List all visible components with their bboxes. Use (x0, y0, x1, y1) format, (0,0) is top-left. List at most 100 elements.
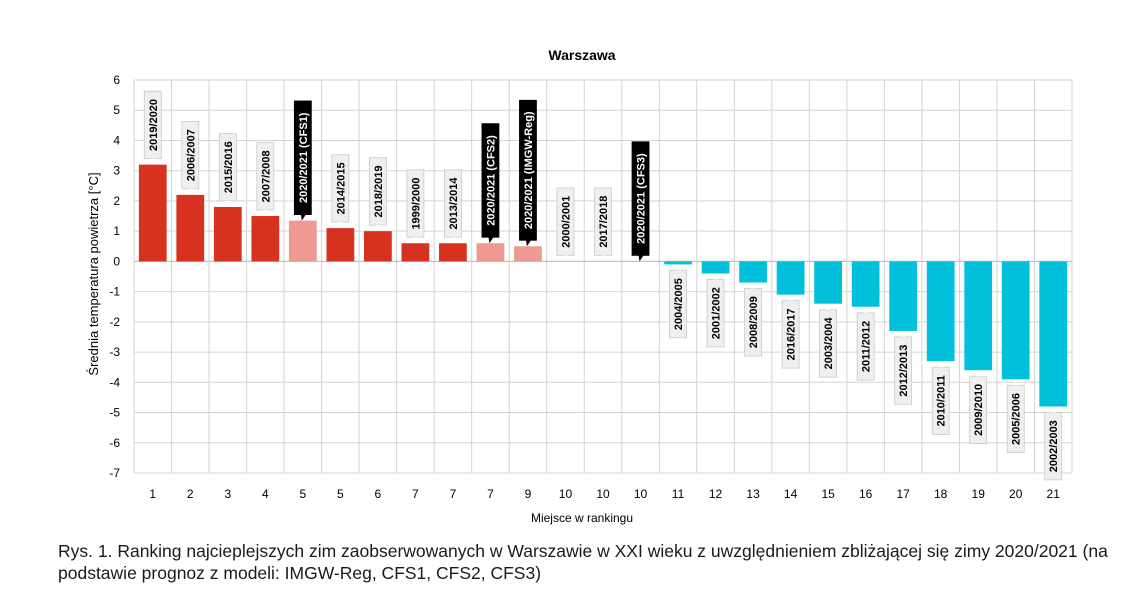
x-tick-label: 15 (821, 487, 835, 501)
bar-label-text: 2019/2020 (148, 99, 160, 151)
bar-label: 2017/2018 (594, 187, 612, 262)
bar (326, 228, 355, 262)
bar-label: 2003/2004 (819, 303, 838, 378)
x-axis-ticks: 1 2 3 4 5 5 6 7 7 7 9 10 10 10 11 12 13 14 15 16 17 18 19 20 21 (149, 487, 1060, 501)
bar-label-text: 2020/2021 (CFS3) (636, 153, 648, 244)
bar (176, 194, 205, 262)
bar (363, 231, 392, 262)
bar (664, 261, 692, 265)
bar (701, 261, 730, 274)
x-tick-label: 10 (634, 487, 648, 501)
bar (476, 243, 505, 262)
x-tick-label: 6 (375, 487, 382, 501)
x-tick-label: 3 (224, 487, 231, 501)
bar-label: 2007/2008 (256, 142, 275, 217)
bar-label-pointer (1013, 379, 1019, 386)
bar (288, 220, 317, 262)
bar-label: 2020/2021 (CFS1) (293, 100, 312, 221)
x-tick-label: 17 (896, 487, 910, 501)
bar-label: 2005/2006 (1006, 379, 1025, 454)
bar-label: 2002/2003 (1044, 406, 1063, 481)
bar-label-pointer (263, 210, 269, 217)
bar-label-pointer (450, 237, 456, 244)
bar-label-text: 2009/2010 (973, 384, 985, 436)
bar-label-text: 2018/2019 (373, 165, 385, 217)
bar-label-pointer (375, 225, 381, 232)
bar-label-text: 2016/2017 (786, 308, 798, 360)
y-tick-label: 3 (113, 164, 120, 178)
y-axis-ticks: 6 5 4 3 2 1 0 -1 -2 -3 -4 -5 -6 -7 (109, 73, 120, 480)
bar-label-text: 2012/2013 (898, 345, 910, 397)
y-tick-label: 4 (113, 133, 120, 147)
bar-label-pointer (413, 237, 419, 244)
bar-label: 2020/2021 (IMGW-Reg) (519, 99, 537, 247)
x-tick-label: 5 (337, 487, 344, 501)
y-tick-label: -1 (109, 285, 120, 299)
bar-label-pointer (188, 188, 194, 195)
bar (851, 261, 880, 307)
bar-label-pointer (1051, 406, 1057, 413)
bar-label-pointer (976, 370, 982, 377)
y-tick-label: 2 (113, 194, 120, 208)
bar-label-pointer (713, 273, 719, 280)
bar-label-text: 2007/2008 (260, 150, 272, 202)
bar-label: 2020/2021 (CFS2) (481, 123, 500, 244)
x-tick-label: 16 (859, 487, 873, 501)
x-tick-label: 18 (934, 487, 948, 501)
x-tick-label: 12 (709, 487, 723, 501)
bar-label: 2020/2021 (CFS3) (631, 141, 650, 262)
bar-label-pointer (601, 255, 606, 262)
bar-label-pointer (938, 361, 944, 368)
bar (926, 261, 955, 362)
bar-label-text: 2008/2009 (748, 296, 760, 348)
bar-label-pointer (676, 264, 682, 271)
bar-label: 2013/2014 (444, 169, 462, 244)
bar-label-text: 2005/2006 (1011, 393, 1023, 445)
bar (739, 261, 767, 283)
bar (439, 243, 467, 262)
x-tick-label: 10 (559, 487, 573, 501)
bar-label-pointer (300, 214, 306, 221)
bar-label: 2014/2015 (331, 154, 350, 229)
bar-label-pointer (488, 237, 494, 244)
bar (1039, 261, 1068, 407)
bar-label-pointer (788, 294, 794, 301)
bar (514, 246, 542, 262)
y-tick-label: -6 (109, 436, 120, 450)
bar-label-pointer (150, 158, 156, 165)
bar-label-text: 2011/2012 (861, 321, 873, 372)
y-tick-label: -2 (109, 315, 120, 329)
x-tick-label: 4 (262, 487, 269, 501)
bar (1001, 261, 1030, 380)
y-tick-label: 1 (113, 224, 120, 238)
bar-label-pointer (563, 255, 569, 262)
bar-label-text: 2002/2003 (1048, 420, 1060, 472)
bar-label-text: 2017/2018 (598, 196, 610, 248)
x-tick-label: 11 (672, 487, 685, 501)
bar-label-text: 2013/2014 (448, 177, 460, 230)
x-tick-label: 9 (525, 487, 532, 501)
bar-label: 2010/2011 (931, 361, 950, 435)
y-axis-label: Średnia temperatura powietrza [°C] (86, 172, 101, 375)
bar (889, 261, 918, 331)
bar-label-text: 2015/2016 (223, 141, 235, 193)
bar-label-pointer (525, 240, 531, 247)
bar (251, 216, 280, 262)
bar-label: 2012/2013 (894, 330, 913, 405)
y-tick-label: 6 (113, 73, 120, 87)
bar (213, 206, 242, 262)
x-tick-label: 7 (487, 487, 494, 501)
bar-label-pointer (863, 306, 869, 313)
x-tick-label: 10 (596, 487, 610, 501)
bar-label-text: 2020/2021 (CFS1) (298, 112, 310, 203)
bar-label: 2004/2005 (669, 264, 687, 339)
bar-label-pointer (901, 330, 907, 337)
bar-label: 2011/2012 (856, 306, 875, 381)
bar-label: 2019/2020 (143, 90, 162, 165)
x-tick-label: 14 (784, 487, 798, 501)
bar-label-text: 2004/2005 (673, 278, 685, 330)
bar (814, 261, 843, 304)
bar-label: 1999/2000 (406, 169, 425, 244)
bar (776, 261, 805, 295)
